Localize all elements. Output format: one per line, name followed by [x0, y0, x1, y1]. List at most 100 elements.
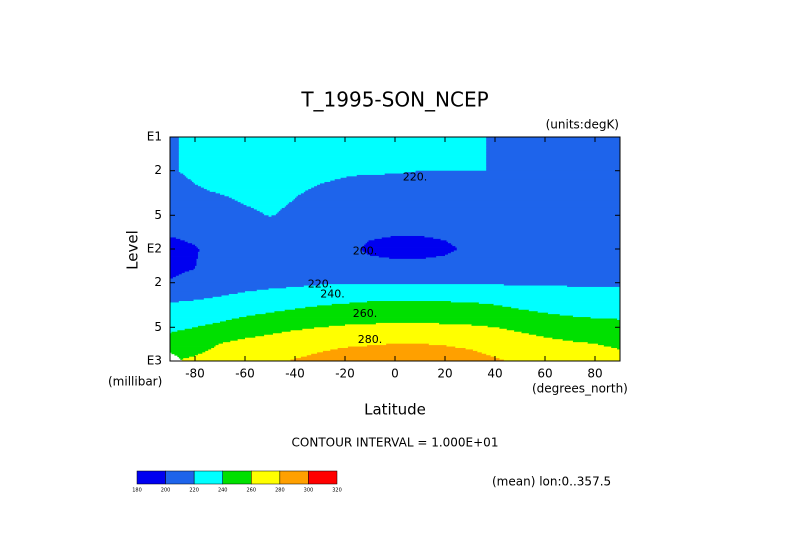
- contour-band: [170, 291, 246, 293]
- contour-band: [170, 303, 333, 306]
- contour-band: [237, 200, 293, 203]
- contour-band: [528, 333, 621, 336]
- contour-band: [170, 318, 233, 321]
- contour-band: [170, 157, 180, 160]
- contour-band: [552, 337, 621, 340]
- colorbar-box: [165, 470, 195, 485]
- contour-band: [170, 292, 239, 295]
- contour-band: [486, 164, 621, 167]
- contour-band: [428, 343, 599, 346]
- contour-band: [197, 254, 371, 257]
- x-tick-label: 40: [487, 367, 502, 381]
- contour-band: [170, 163, 180, 166]
- contour-band: [170, 213, 265, 216]
- contour-band: [170, 324, 206, 327]
- contour-band: [245, 337, 553, 340]
- contour-band: [239, 317, 591, 319]
- contour-band: [170, 151, 180, 154]
- contour-band: [170, 314, 256, 316]
- contour-band: [170, 150, 180, 153]
- contour-band: [183, 173, 386, 176]
- contour-band: [277, 212, 621, 215]
- contour-band: [472, 349, 621, 352]
- contour-band: [264, 213, 277, 216]
- x-tick-label: 0: [391, 367, 399, 381]
- contour-band: [502, 305, 621, 308]
- contour-band: [170, 177, 189, 180]
- y-unit-label: (millibar): [108, 375, 162, 389]
- contour-band: [178, 151, 487, 154]
- y-tick-label: 5: [154, 208, 162, 222]
- contour-band: [271, 215, 621, 218]
- contour-band: [478, 302, 621, 305]
- contour-band: [209, 190, 306, 193]
- contour-band: [199, 250, 364, 253]
- x-tick-label: 80: [587, 367, 602, 381]
- contour-band: [486, 161, 621, 164]
- contour-band: [178, 301, 368, 303]
- contour-band: [486, 147, 621, 150]
- contour-band: [177, 330, 291, 333]
- contour-band: [178, 164, 487, 167]
- contour-band: [367, 345, 447, 347]
- contour-band: [334, 179, 621, 181]
- contour-band: [365, 243, 452, 246]
- contour-band: [305, 306, 512, 309]
- contour-band: [374, 238, 441, 241]
- contour-band: [362, 246, 456, 248]
- contour-band: [486, 156, 621, 158]
- contour-band: [170, 167, 180, 170]
- contour-band: [189, 270, 621, 272]
- contour-band: [178, 160, 487, 163]
- contour-band: [170, 247, 199, 250]
- contour-band: [499, 327, 621, 330]
- contour-band: [543, 336, 621, 339]
- contour-band: [330, 180, 621, 183]
- contour-band: [170, 301, 180, 303]
- contour-band: [183, 358, 296, 360]
- contour-band: [170, 270, 190, 272]
- contour-band: [433, 237, 621, 240]
- contour-band: [170, 322, 214, 325]
- contour-band: [490, 355, 621, 358]
- contour-band: [170, 197, 233, 200]
- contour-band: [200, 186, 315, 189]
- contour-band: [170, 345, 216, 347]
- contour-band: [590, 317, 621, 319]
- contour-band: [446, 345, 605, 347]
- chart-title: T_1995-SON_NCEP: [300, 88, 488, 112]
- colorbar-label: 320: [332, 488, 342, 494]
- contour-band: [180, 358, 184, 360]
- contour-label: 220.: [403, 171, 428, 184]
- contour-band: [170, 277, 174, 279]
- contour-band: [184, 271, 621, 274]
- contour-band: [170, 243, 193, 246]
- contour-band: [611, 346, 621, 349]
- contour-band: [170, 221, 621, 224]
- contour-band: [287, 203, 621, 206]
- contour-band: [170, 315, 247, 318]
- contour-band: [170, 331, 172, 334]
- contour-band: [196, 260, 621, 263]
- contour-band: [486, 169, 621, 172]
- contour-band: [186, 176, 347, 179]
- contour-band: [178, 274, 621, 277]
- contour-band: [486, 137, 621, 139]
- units-label: (units:degK): [546, 118, 619, 132]
- contour-band: [284, 309, 530, 312]
- contour-band: [528, 309, 621, 312]
- contour-band: [567, 285, 621, 288]
- contour-band: [170, 200, 239, 203]
- contour-label: 200.: [353, 244, 378, 257]
- contour-band: [170, 256, 199, 258]
- contour-band: [170, 317, 240, 319]
- contour-band: [170, 172, 181, 174]
- contour-band: [170, 186, 202, 189]
- contour-band: [170, 271, 186, 274]
- contour-band: [297, 194, 621, 197]
- contour-band: [170, 258, 197, 261]
- contour-band: [178, 147, 487, 150]
- contour-band: [486, 154, 621, 157]
- contour-band: [170, 164, 180, 167]
- contour-band: [178, 356, 190, 359]
